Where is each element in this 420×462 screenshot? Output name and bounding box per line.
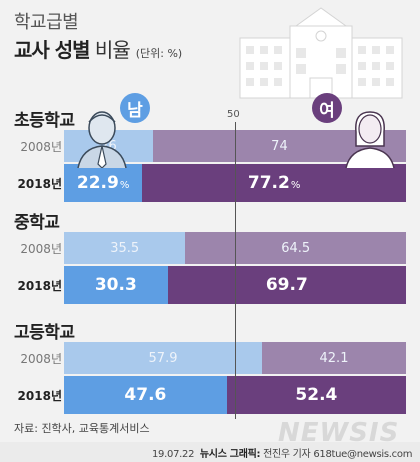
- female-legend-badge: 여: [312, 93, 342, 123]
- percent-sign: %: [119, 179, 130, 191]
- male-value-label: 47.6: [64, 376, 227, 414]
- source-note: 자료: 진학사, 교육통계서비스: [14, 422, 150, 435]
- male-value-number: 35.5: [110, 240, 140, 256]
- school-building-illustration: [239, 7, 403, 99]
- credit-date: 19.07.22: [152, 449, 195, 460]
- female-value-label: 74: [153, 130, 406, 162]
- year-label: 2008년: [20, 242, 62, 256]
- female-bar-segment: 64.5: [185, 232, 406, 264]
- school-level-label: 초등학교: [14, 111, 75, 131]
- school-level-label: 중학교: [14, 213, 60, 233]
- bar-row: 47.6 52.4: [64, 376, 406, 414]
- male-value-number: 22.9: [76, 173, 119, 193]
- fifty-percent-line: [235, 122, 236, 419]
- male-bar-segment: 35.5: [64, 232, 186, 264]
- credit-author: 전진우 기자 618tue@newsis.com: [263, 449, 413, 460]
- percent-sign: %: [290, 179, 301, 191]
- male-value-number: 30.3: [94, 275, 137, 295]
- male-value-label: 22.9%: [64, 164, 142, 202]
- male-bar-segment: 22.9%: [64, 164, 143, 202]
- credit-line: 19.07.22 뉴시스 그래픽: 전진우 기자 618tue@newsis.c…: [152, 445, 412, 460]
- bar-row: 57.9 42.1: [64, 342, 406, 374]
- male-value-label: 35.5: [64, 232, 185, 264]
- newsis-watermark: NEWSIS: [278, 418, 400, 448]
- bar-row: 22.9% 77.2%: [64, 164, 406, 202]
- female-bar-segment: 42.1: [262, 342, 406, 374]
- female-value-number: 74: [271, 138, 288, 154]
- unit-label: (단위: %): [135, 47, 183, 60]
- female-teacher-icon: [345, 111, 395, 168]
- year-label: 2018년: [17, 279, 62, 293]
- female-value-number: 42.1: [319, 350, 349, 366]
- male-teacher-icon: [77, 111, 127, 168]
- year-label: 2008년: [20, 352, 62, 366]
- year-label: 2018년: [17, 389, 62, 403]
- male-value-label: 30.3: [64, 266, 168, 304]
- bar-row: 30.3 69.7: [64, 266, 406, 304]
- year-label: 2008년: [20, 140, 62, 154]
- title-main-bold: 교사 성별: [14, 38, 91, 62]
- female-value-label: 52.4: [227, 376, 406, 414]
- school-level-label: 고등학교: [14, 323, 75, 343]
- female-value-label: 42.1: [262, 342, 406, 374]
- female-value-number: 77.2: [247, 173, 290, 193]
- male-value-number: 57.9: [148, 350, 178, 366]
- male-value-label: 57.9: [64, 342, 262, 374]
- bar-row: 35.5 64.5: [64, 232, 406, 264]
- credit-org: 뉴시스 그래픽:: [199, 449, 261, 460]
- title-small: 학교급별: [14, 12, 79, 33]
- fifty-percent-label: 50: [227, 109, 240, 120]
- title-main-light: 비율: [89, 38, 131, 62]
- female-value-label: 77.2%: [142, 164, 406, 202]
- year-label: 2018년: [17, 177, 62, 191]
- female-bar-segment: 69.7: [167, 266, 406, 304]
- footer-bar: [0, 442, 420, 462]
- female-value-label: 64.5: [185, 232, 406, 264]
- male-bar-segment: 47.6: [64, 376, 227, 414]
- female-value-label: 69.7: [168, 266, 406, 304]
- female-bar-segment: 77.2%: [142, 164, 406, 202]
- female-value-number: 52.4: [295, 385, 338, 405]
- female-bar-segment: 52.4: [226, 376, 406, 414]
- male-bar-segment: 57.9: [64, 342, 263, 374]
- female-value-number: 64.5: [281, 240, 311, 256]
- male-bar-segment: 30.3: [64, 266, 168, 304]
- male-legend-badge: 남: [120, 93, 150, 123]
- title-main: 교사 성별 비율 (단위: %): [14, 34, 182, 63]
- female-value-number: 69.7: [265, 275, 308, 295]
- male-value-number: 47.6: [124, 385, 167, 405]
